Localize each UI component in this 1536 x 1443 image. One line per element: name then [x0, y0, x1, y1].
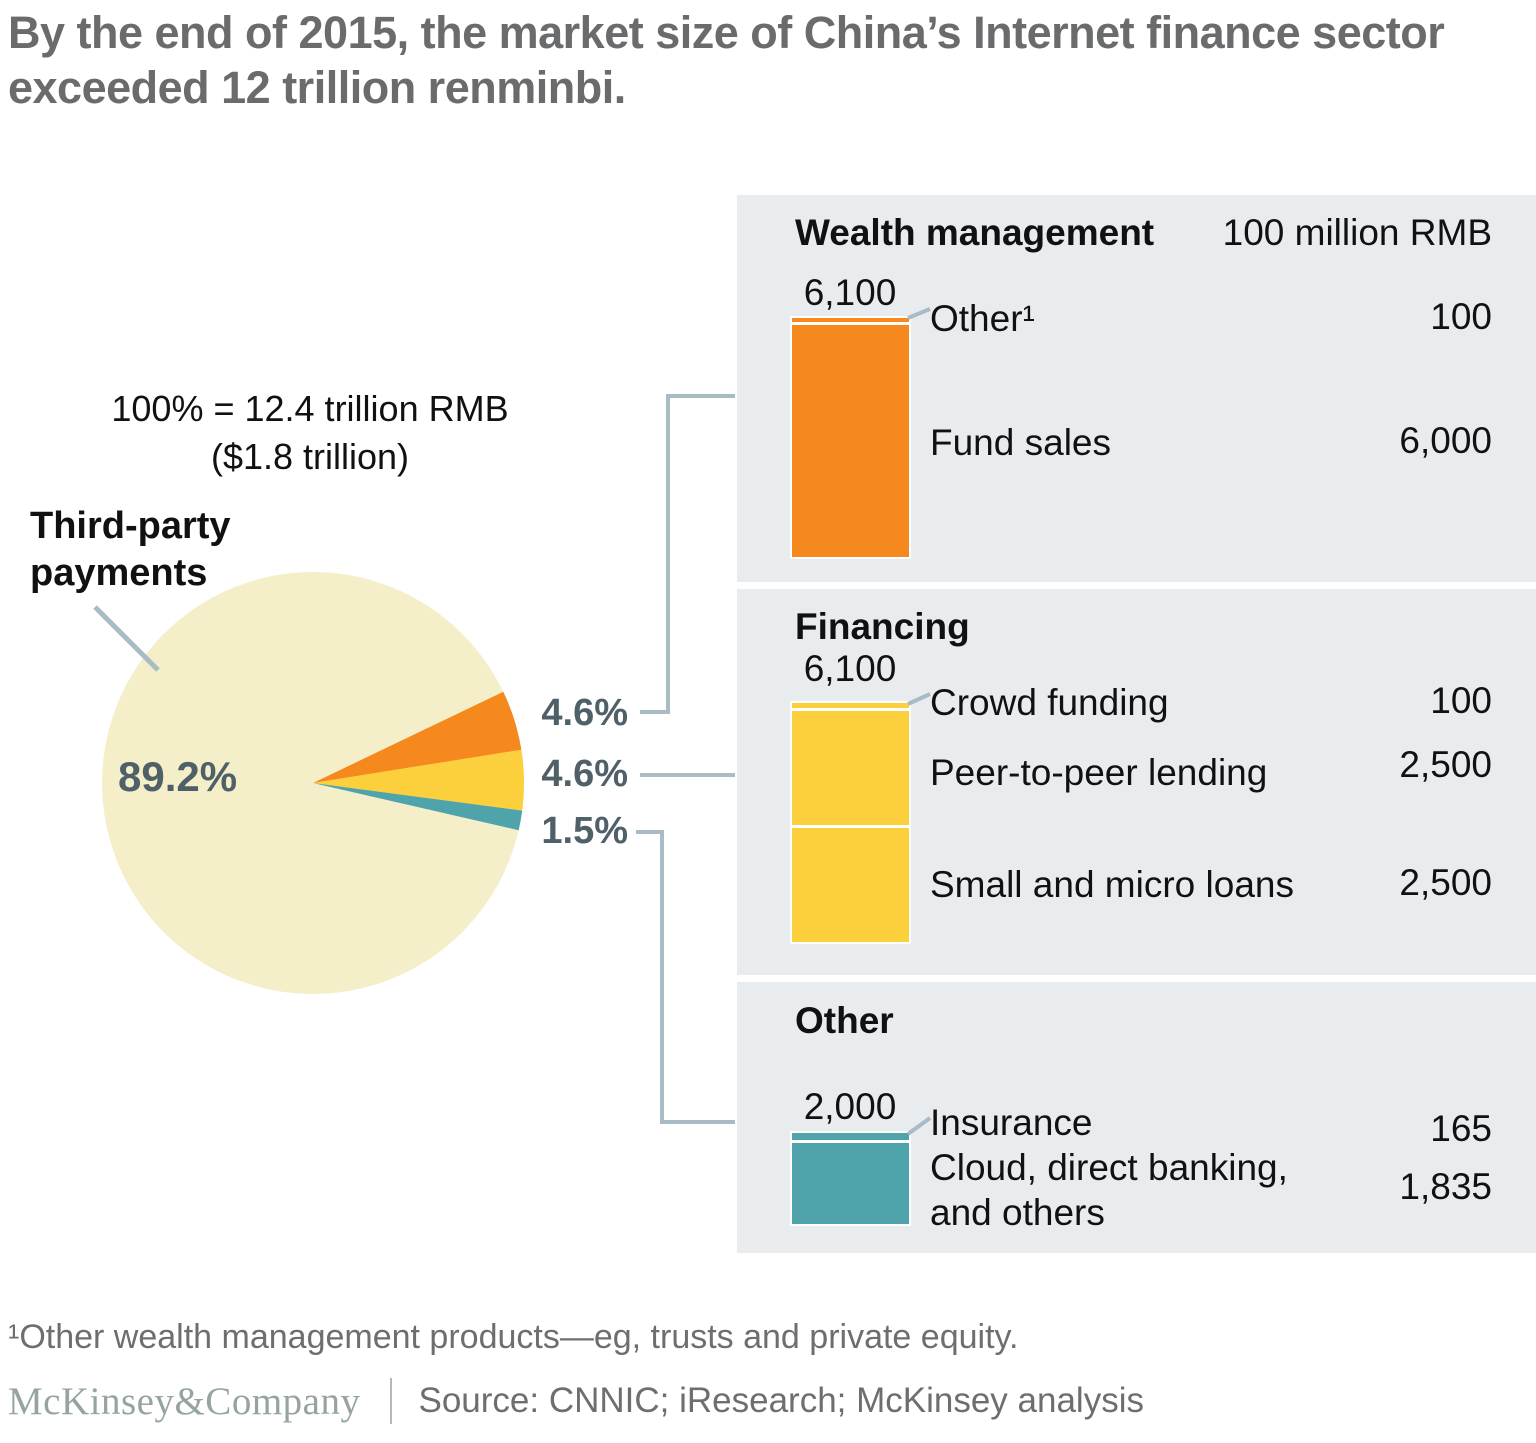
pie-slice-label-wealth: 4.6% [541, 692, 628, 734]
row-label-other1: Other¹ [930, 298, 1035, 339]
pie-slice-wealth-management [313, 691, 522, 783]
pie-slice-label-third-party: 89.2% [118, 753, 238, 800]
pie-subtitle-line1: 100% = 12.4 trillion RMB [111, 388, 509, 429]
row-label-crowd-funding: Crowd funding [930, 682, 1169, 723]
footer: McKinsey&Company Source: CNNIC; iResearc… [8, 1378, 1508, 1424]
third-party-callout-line [93, 605, 160, 672]
pie-subtitle-line2: ($1.8 trillion) [210, 435, 410, 477]
panel-header-wealth-management: Wealth management [795, 212, 1155, 253]
row-label-peer-to-peer: Peer-to-peer lending [930, 752, 1268, 793]
wealth-management-bar [790, 316, 911, 559]
row-value-other1: 100 [1430, 296, 1492, 337]
page-title: By the end of 2015, the market size of C… [8, 7, 1445, 113]
financing-bar [790, 701, 911, 944]
row-label-cloud-direct-banking: Cloud, direct banking, and others [930, 1147, 1288, 1234]
bar-total-other: 2,000 [803, 1086, 897, 1127]
bar-segment-fund-sales [792, 325, 909, 557]
row-value-cloud-direct-banking: 1,835 [1399, 1166, 1492, 1207]
footer-divider [390, 1378, 393, 1424]
row-value-crowd-funding: 100 [1430, 680, 1492, 721]
row-label-fund-sales: Fund sales [930, 422, 1111, 463]
third-party-payments-label: Third-party payments [30, 505, 231, 595]
bar-segment-crowd-funding [792, 703, 909, 708]
connector-other [636, 830, 735, 1124]
pie-subtitle: 100% = 12.4 trillion RMB ($1.8 trillion) [60, 385, 560, 480]
bar-total-wealth-management: 6,100 [803, 272, 897, 313]
pie-slice-label-financing: 4.6% [541, 753, 628, 795]
other-bar [790, 1131, 911, 1226]
bar-segment-other- [792, 318, 909, 322]
pie-slice-financing [313, 749, 525, 811]
row-value-small-micro-loans: 2,500 [1399, 862, 1492, 903]
bar-segment-cloud-direct-banking-and-others [792, 1143, 909, 1224]
bar-segment-peer-to-peer-lending [792, 711, 909, 825]
footnote: ¹Other wealth management products—eg, tr… [8, 1318, 1019, 1356]
source-text: Source: CNNIC; iResearch; McKinsey analy… [418, 1381, 1144, 1420]
panel-header-other: Other [795, 1000, 894, 1041]
pie-slice-other [313, 783, 523, 831]
connector-wealth-management [640, 394, 735, 714]
bar-segment-insurance [792, 1133, 909, 1140]
row-value-fund-sales: 6,000 [1399, 420, 1492, 461]
row-label-small-micro-loans: Small and micro loans [930, 864, 1294, 905]
panel-header-financing: Financing [795, 606, 970, 647]
bar-segment-small-and-micro-loans [792, 828, 909, 942]
row-value-peer-to-peer: 2,500 [1399, 744, 1492, 785]
bar-total-financing: 6,100 [803, 648, 897, 689]
row-value-insurance: 165 [1430, 1108, 1492, 1149]
pie-slice-label-other: 1.5% [541, 810, 628, 852]
row-label-insurance: Insurance [930, 1102, 1093, 1143]
panel-unit-label: 100 million RMB [1222, 212, 1492, 253]
mckinsey-logo: McKinsey&Company [8, 1379, 361, 1423]
